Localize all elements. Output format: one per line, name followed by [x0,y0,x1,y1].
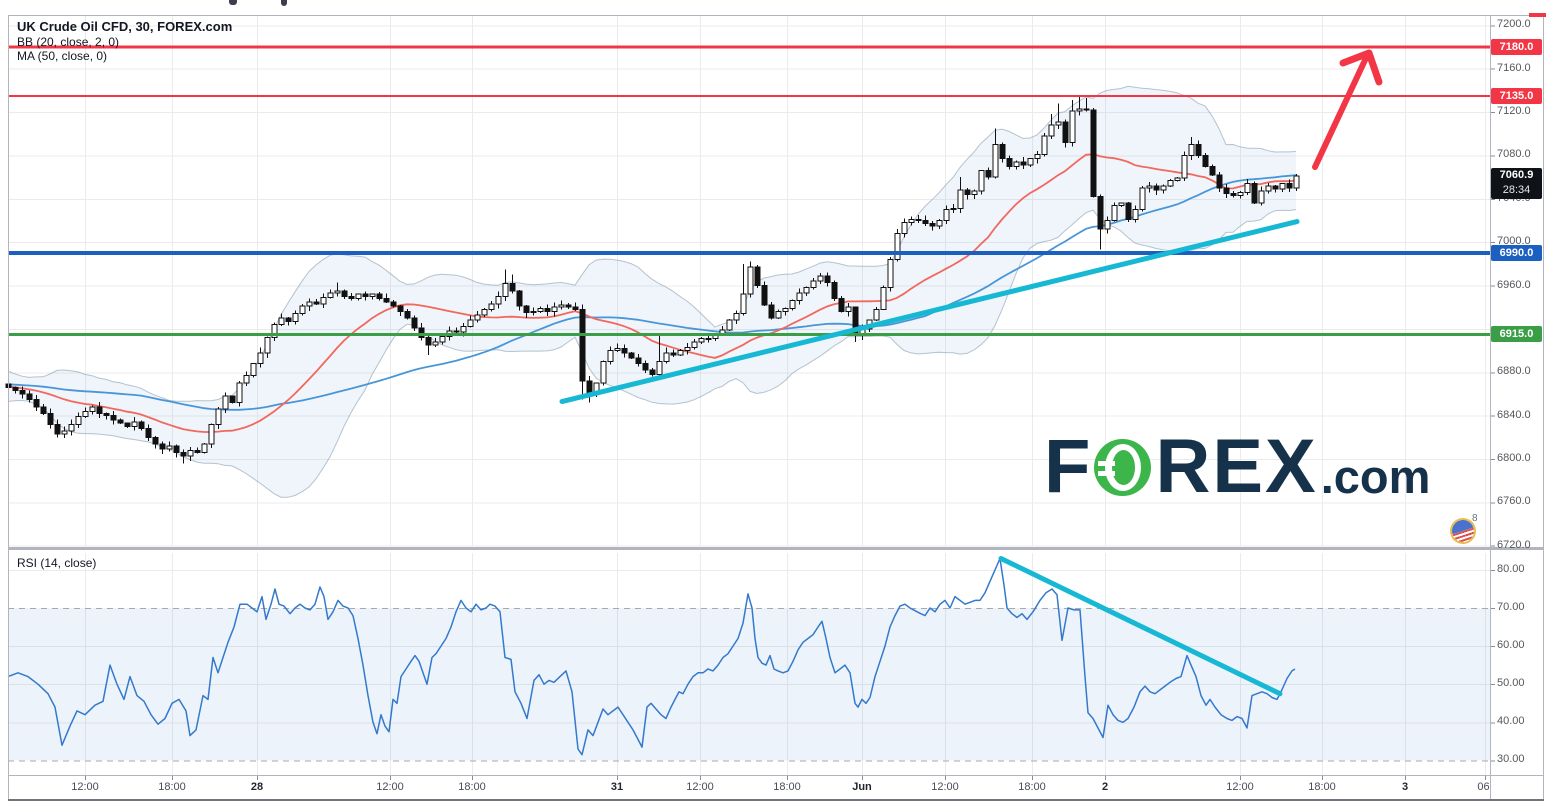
price-axis-label: 7080.0 [1497,148,1531,161]
price-axis-label: 6720.0 [1497,538,1531,551]
rsi-axis-label: 80.00 [1497,562,1525,575]
last-price-badge: 7060.9 28:34 [1491,168,1542,200]
rsi-axis-label: 30.00 [1497,753,1525,766]
price-axis-label: 7160.0 [1497,61,1531,74]
clipped-red-fragment [1529,13,1546,17]
time-axis-label: 12:00 [931,781,959,793]
frame-left-border [8,15,9,801]
level-badge-6915: 6915.0 [1491,326,1542,343]
price-axis-label: 7200.0 [1497,18,1531,31]
price-axis-label: 7000.0 [1497,235,1531,248]
price-axis-label: 6960.0 [1497,278,1531,291]
time-axis-label: 2 [1101,781,1109,793]
time-axis[interactable]: 12:00 18:00 28 12:00 18:00 31 12:00 18:00 Jun 12:… [8,779,1489,801]
price-axis-label: 6760.0 [1497,495,1531,508]
clipped-text-fragment [281,0,287,6]
bb-indicator-label[interactable]: BB (20, close, 2, 0) [17,35,120,49]
price-axis-border [1490,15,1491,801]
logo-letters-rex: REX [1155,424,1318,509]
time-axis-label: 18:00 [158,781,186,793]
logo-o-icon [1094,439,1152,496]
price-axis-label: 6880.0 [1497,365,1531,378]
rsi-axis-label: 70.00 [1497,601,1525,613]
panel-separator[interactable] [8,547,1544,550]
level-badge-6990: 6990.0 [1491,245,1542,261]
chart-title[interactable]: UK Crude Oil CFD, 30, FOREX.com [17,19,233,34]
time-axis-label: 06: [1477,781,1489,793]
frame-top-border [8,15,1544,16]
frame-right-border [1543,15,1544,801]
logo-letter-f: F [1044,424,1093,509]
ma-indicator-label[interactable]: MA (50, close, 0) [17,49,108,63]
time-axis-label: 12:00 [71,781,99,793]
rsi-axis-label: 50.00 [1497,677,1525,690]
time-axis-label: 12:00 [1226,781,1254,793]
time-axis-label: 18:00 [1308,781,1336,793]
time-axis-label: 12:00 [686,781,714,793]
level-badge-7135: 7135.0 [1491,87,1542,104]
time-axis-border [8,775,1544,776]
price-axis-label: 7120.0 [1497,105,1531,118]
logo-dot-com: .com [1320,450,1431,503]
bar-countdown: 28:34 [1502,184,1531,197]
rsi-axis-label: 60.00 [1497,639,1525,652]
time-axis-label: 31 [610,781,624,793]
time-axis-label: 18:00 [773,781,801,793]
time-axis-label: 3 [1401,781,1409,793]
level-badge-7180: 7180.0 [1491,38,1542,55]
price-axis-label: 6840.0 [1497,408,1531,421]
frame-bottom-border [8,799,1544,801]
forex-com-logo: F REX .com [1044,424,1431,509]
coin-count: 8 [1472,513,1478,524]
price-axis-label: 6800.0 [1497,452,1531,464]
last-price-value: 7060.9 [1499,169,1534,182]
clipped-text-fragment [229,0,237,5]
time-axis-label: 18:00 [1018,781,1046,793]
time-axis-label: 28 [250,781,264,793]
time-axis-label: 12:00 [376,781,404,793]
rsi-indicator-label[interactable]: RSI (14, close) [17,556,97,570]
rsi-axis-label: 40.00 [1497,715,1525,728]
time-axis-label: Jun [852,781,872,793]
time-axis-label: 18:00 [458,781,486,793]
